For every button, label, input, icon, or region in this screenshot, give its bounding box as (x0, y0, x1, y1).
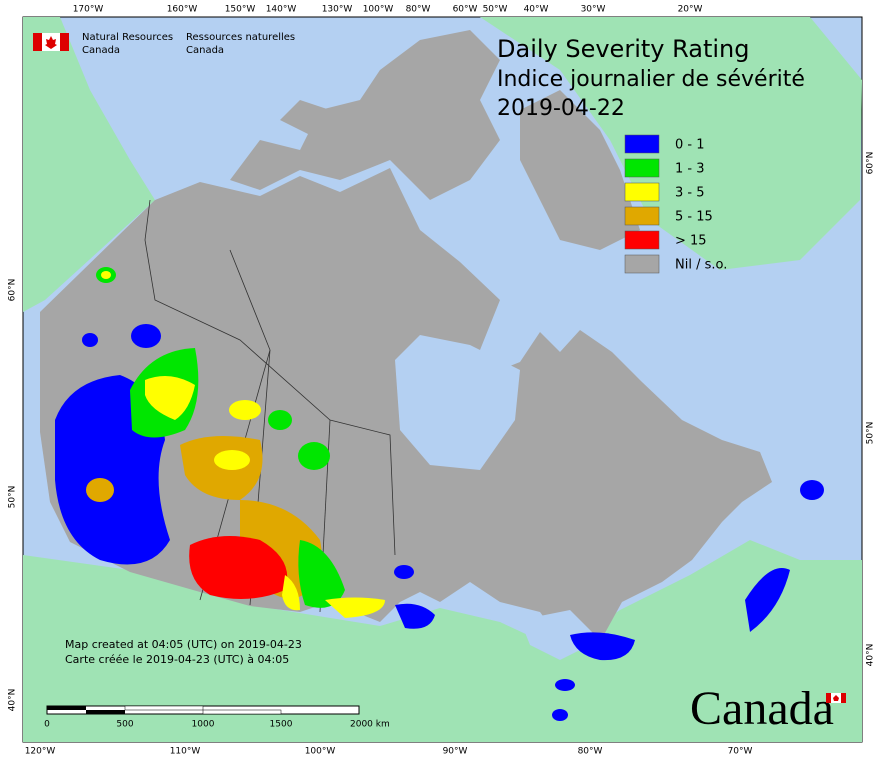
longitude-label: 50°W (483, 5, 508, 15)
scale-label: 500 (116, 720, 133, 730)
latitude-label: 60°N (866, 152, 876, 175)
island (280, 100, 330, 135)
severity-area (145, 376, 195, 420)
legend: 0 - 1 1 - 3 3 - 5 5 - 15 > 15 Nil / s.o. (624, 134, 727, 274)
agency-en: Natural Resources (82, 32, 173, 43)
severity-area (395, 603, 435, 629)
longitude-label: 170°W (73, 5, 104, 15)
longitude-label: 30°W (581, 5, 606, 15)
legend-swatch (624, 182, 660, 202)
agency-en: Canada (82, 45, 120, 56)
latitude-label: 40°N (866, 644, 876, 667)
latitude-label: 60°N (8, 279, 18, 302)
agency-fr: Ressources naturelles (186, 32, 295, 43)
severity-area (552, 709, 568, 721)
scale-label: 0 (44, 720, 50, 730)
severity-area (131, 324, 161, 348)
scale-bar (46, 705, 360, 715)
canada-wordmark: Canada (690, 682, 834, 735)
longitude-label: 130°W (322, 5, 353, 15)
legend-label: > 15 (675, 234, 707, 249)
longitude-label: 70°W (728, 747, 753, 757)
scale-label: 1500 (270, 720, 293, 730)
severity-area (394, 565, 414, 579)
longitude-label: 90°W (443, 747, 468, 757)
arctic-islands (230, 30, 500, 200)
longitude-label: 120°W (25, 747, 56, 757)
severity-area (800, 480, 824, 500)
longitude-label: 100°W (305, 747, 336, 757)
longitude-label: 80°W (406, 5, 431, 15)
severity-area (555, 679, 575, 691)
severity-area (282, 575, 300, 611)
title-fr: Indice journalier de sévérité (497, 67, 805, 92)
agency-fr: Canada (186, 45, 224, 56)
severity-area (325, 597, 385, 618)
legend-label: 3 - 5 (675, 186, 705, 201)
severity-area (298, 540, 345, 608)
legend-swatch (624, 206, 660, 226)
hudson-bay (395, 335, 520, 470)
legend-label: Nil / s.o. (675, 258, 727, 273)
note: Map created at 04:05 (UTC) on 2019-04-23 (65, 638, 302, 651)
greenland (480, 17, 862, 270)
title-en: Daily Severity Rating (497, 35, 749, 63)
severity-area (86, 478, 114, 502)
latitude-label: 50°N (866, 422, 876, 445)
severity-area (570, 632, 635, 661)
severity-area (214, 450, 250, 470)
nrcan-logo (33, 33, 69, 51)
longitude-label: 100°W (363, 5, 394, 15)
legend-swatch (624, 230, 660, 250)
severity-area (268, 410, 292, 430)
alaska (23, 17, 155, 312)
scale-label: 1000 (192, 720, 215, 730)
severity-area (745, 568, 790, 632)
legend-label: 0 - 1 (675, 138, 705, 153)
severity-area (101, 271, 111, 279)
legend-swatch (624, 134, 660, 154)
severity-area (82, 333, 98, 347)
baffin-island (520, 90, 640, 250)
severity-area (298, 442, 330, 470)
province-border (144, 199, 396, 556)
longitude-label: 60°W (453, 5, 478, 15)
legend-swatch (624, 158, 660, 178)
longitude-label: 40°W (524, 5, 549, 15)
longitude-label: 110°W (170, 747, 201, 757)
severity-area (189, 536, 288, 599)
longitude-label: 80°W (578, 747, 603, 757)
longitude-label: 140°W (266, 5, 297, 15)
longitude-label: 20°W (678, 5, 703, 15)
legend-swatch (624, 254, 660, 274)
usa (23, 540, 862, 742)
latitude-label: 50°N (8, 486, 18, 509)
latitude-label: 40°N (8, 689, 18, 712)
note: Carte créée le 2019-04-23 (UTC) à 04:05 (65, 653, 289, 666)
longitude-label: 150°W (225, 5, 256, 15)
legend-label: 1 - 3 (675, 162, 705, 177)
scale-label: 2000 km (350, 720, 390, 730)
map-date: 2019-04-22 (497, 96, 625, 121)
longitude-label: 160°W (167, 5, 198, 15)
severity-area (229, 400, 261, 420)
wordmark-flag (826, 693, 846, 703)
legend-label: 5 - 15 (675, 210, 713, 225)
